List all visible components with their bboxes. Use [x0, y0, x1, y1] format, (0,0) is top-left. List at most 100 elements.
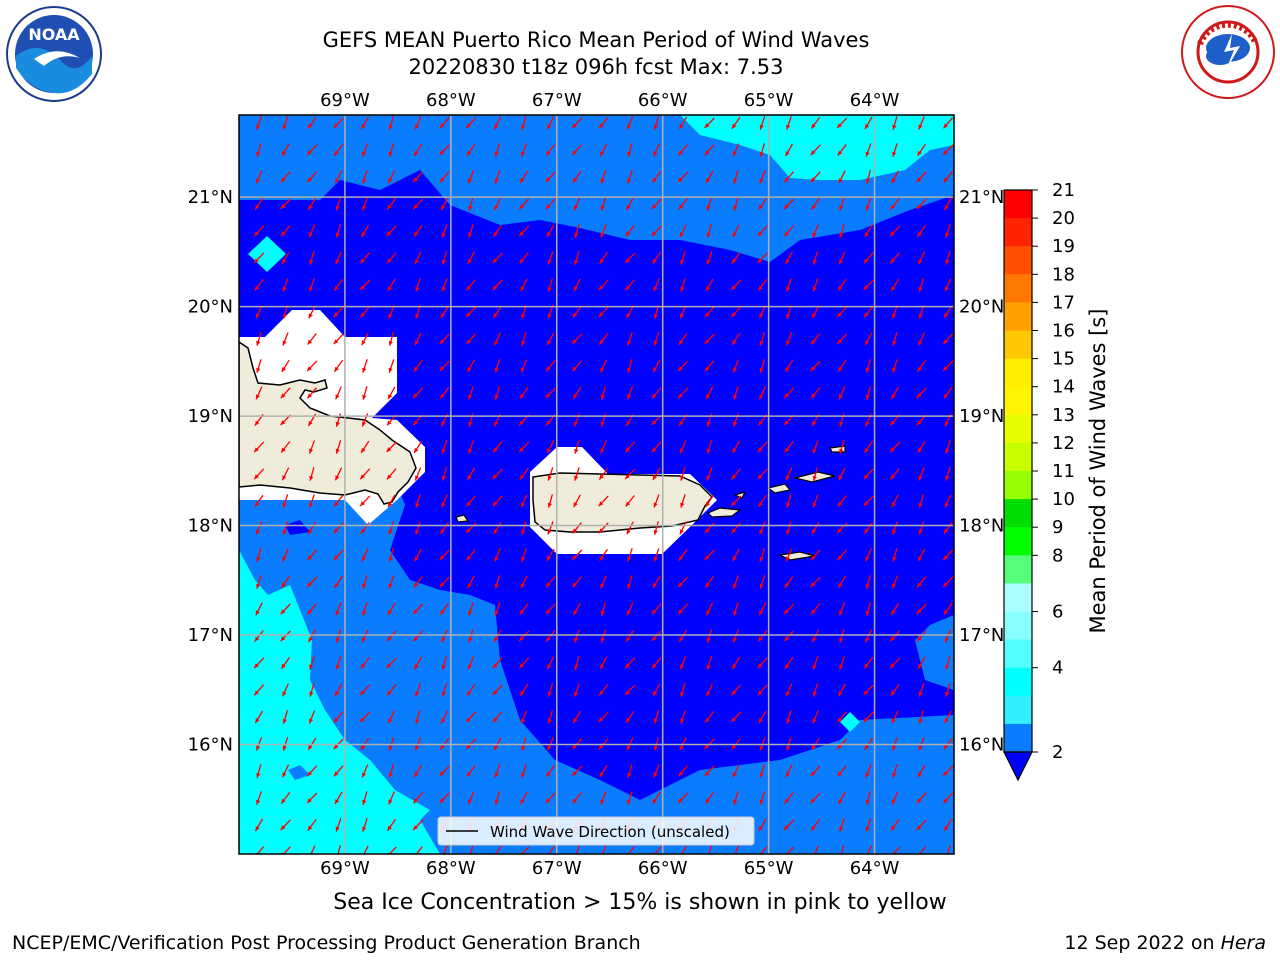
direction-arrowhead [494, 610, 499, 616]
direction-arrowhead [916, 204, 922, 210]
direction-arrowhead [256, 529, 261, 535]
direction-arrowhead [652, 393, 657, 399]
direction-arrowhead [519, 420, 524, 426]
direction-arrowhead [521, 124, 526, 130]
direction-arrowhead [943, 393, 949, 399]
direction-arrowhead [494, 340, 499, 346]
direction-arrowhead [388, 799, 393, 805]
direction-arrowhead [574, 475, 579, 481]
direction-arrowhead [600, 799, 605, 805]
colorbar-level [1004, 442, 1032, 472]
direction-arrowhead [362, 799, 367, 805]
direction-arrowhead [256, 178, 261, 184]
direction-arrowhead [441, 421, 446, 427]
direction-arrowhead [388, 529, 393, 535]
direction-arrowhead [759, 124, 764, 130]
direction-arrowhead [413, 636, 419, 642]
direction-arrowhead [415, 718, 420, 724]
direction-arrowhead [388, 340, 393, 346]
direction-arrowhead [333, 528, 339, 534]
direction-arrowhead [918, 556, 923, 562]
direction-arrowhead [282, 556, 287, 562]
direction-arrowhead [600, 232, 605, 238]
direction-arrowhead [521, 556, 526, 562]
direction-arrowhead [865, 367, 870, 373]
direction-arrowhead [892, 340, 897, 346]
direction-arrowhead [387, 474, 392, 480]
lon-label-bottom: 67°W [532, 858, 582, 879]
direction-arrowhead [945, 637, 950, 643]
direction-arrowhead [521, 529, 526, 535]
direction-arrowhead [626, 205, 631, 211]
direction-arrowhead [521, 772, 526, 778]
noaa-logo-icon: NOAA [6, 6, 102, 102]
direction-arrowhead [653, 691, 658, 697]
direction-arrowhead [308, 313, 313, 319]
direction-arrowhead [547, 124, 552, 130]
direction-arrowhead [945, 448, 950, 454]
direction-arrowhead [282, 475, 287, 481]
direction-arrowhead [492, 663, 498, 669]
colorbar-tick-label: 19 [1052, 236, 1075, 257]
direction-arrowhead [362, 583, 367, 589]
direction-arrowhead [891, 502, 896, 508]
direction-arrowhead [360, 312, 366, 318]
colorbar-level [1004, 330, 1032, 360]
direction-arrowhead [865, 205, 870, 211]
direction-arrowhead [572, 366, 577, 372]
direction-arrowhead [731, 312, 736, 318]
direction-arrowhead [387, 204, 392, 210]
direction-arrowhead [360, 717, 365, 723]
direction-arrowhead [308, 529, 313, 535]
direction-arrowhead [651, 609, 657, 615]
direction-arrowhead [678, 609, 683, 615]
direction-arrowhead [388, 151, 393, 157]
direction-arrowhead [812, 637, 817, 643]
lat-label-left: 18°N [188, 516, 233, 537]
direction-arrowhead [678, 366, 683, 372]
direction-arrowhead [414, 664, 419, 670]
direction-arrowhead [892, 367, 897, 373]
direction-arrowhead [758, 826, 764, 832]
direction-arrowhead [360, 285, 365, 291]
direction-arrowhead [918, 286, 923, 292]
direction-arrowhead [362, 421, 367, 427]
direction-arrowhead [254, 231, 259, 237]
direction-arrowhead [891, 718, 896, 724]
direction-arrowhead [945, 259, 950, 265]
direction-arrowhead [494, 556, 499, 562]
direction-arrowhead [810, 177, 816, 183]
direction-arrowhead [388, 313, 393, 319]
direction-arrowhead [785, 772, 790, 778]
direction-arrowhead [439, 555, 445, 561]
direction-arrowhead [387, 690, 392, 696]
direction-arrowhead [863, 258, 869, 264]
direction-arrowhead [255, 394, 260, 400]
direction-arrowhead [415, 502, 420, 508]
direction-arrowhead [387, 420, 392, 426]
direction-arrow [919, 846, 927, 854]
direction-arrowhead [600, 421, 605, 427]
direction-arrowhead [466, 285, 472, 291]
direction-arrowhead [704, 744, 710, 750]
direction-arrowhead [547, 259, 552, 265]
direction-arrowhead [413, 798, 419, 804]
direction-arrowhead [678, 771, 684, 777]
direction-arrowhead [653, 367, 658, 373]
direction-arrowhead [415, 529, 420, 535]
direction-arrow [813, 845, 820, 854]
direction-arrowhead [731, 717, 736, 723]
direction-arrowhead [705, 582, 710, 588]
direction-arrowhead [812, 664, 817, 670]
direction-arrowhead [415, 691, 420, 697]
direction-arrowhead [256, 151, 261, 157]
direction-arrowhead [386, 447, 392, 453]
direction-arrowhead [786, 556, 790, 562]
direction-arrowhead [308, 744, 313, 750]
direction-arrowhead [945, 475, 950, 481]
direction-arrowhead [892, 124, 897, 130]
direction-arrowhead [468, 232, 473, 238]
direction-arrowhead [282, 313, 287, 319]
direction-arrowhead [440, 528, 445, 534]
direction-arrowhead [520, 178, 525, 183]
